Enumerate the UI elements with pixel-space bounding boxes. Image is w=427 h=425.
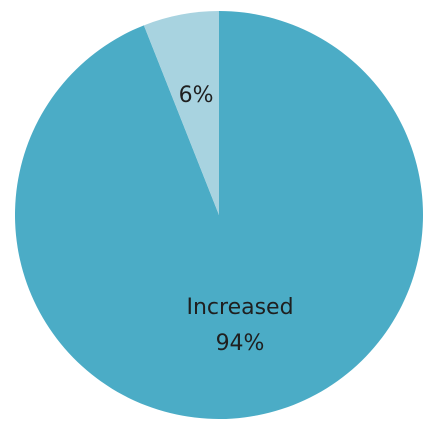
pie-slice-text-1: 6% bbox=[179, 83, 214, 108]
pie-slice-1 bbox=[143, 11, 219, 215]
pie-slice-label-0: Increased 94% bbox=[186, 295, 293, 356]
pie-slices bbox=[14, 11, 424, 419]
pie-slice-text-0: Increased bbox=[186, 295, 293, 320]
pie-labels: Increased 94% 6% bbox=[179, 83, 294, 356]
pie-slice-value-0: 94% bbox=[216, 331, 265, 356]
pie-slice-label-1: 6% bbox=[179, 83, 214, 108]
